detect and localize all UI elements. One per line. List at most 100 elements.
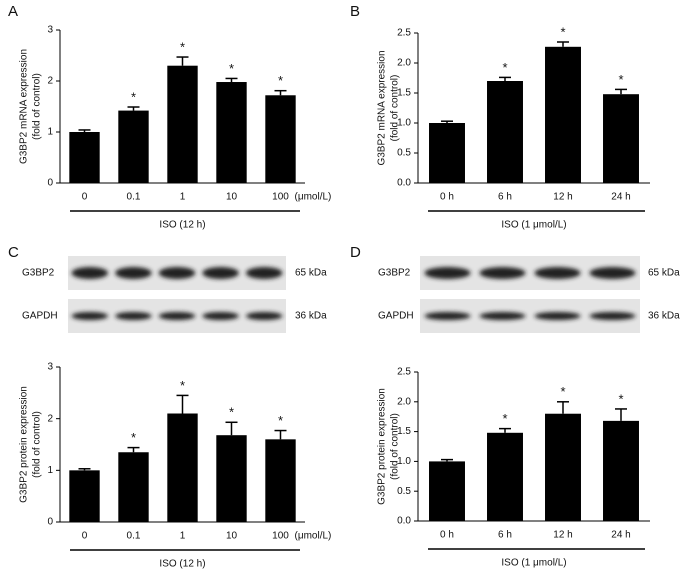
x-tick-label: 100 [272,192,289,203]
bar [167,65,198,183]
x-tick-label: 0 [82,531,88,542]
significance-mark: * [502,60,507,75]
blot-size: 65 kDa [648,268,680,279]
blot-name: GAPDH [22,311,58,322]
panel-label: C [8,244,19,261]
x-tick-label: 10 [226,192,238,203]
blot-band [245,312,283,320]
significance-mark: * [131,89,136,104]
blot-band [479,267,526,279]
blot-name: G3BP2 [22,268,55,279]
blot-size: 36 kDa [648,311,680,322]
significance-mark: * [618,72,623,87]
bar [118,110,149,183]
blot-band [589,312,636,320]
x-tick-label: 6 h [498,530,512,541]
y-tick-label: 2.5 [397,28,411,39]
x-tick-label: 1 [180,192,186,203]
x-tick-label: 0.1 [127,531,141,542]
y-tick-label: 3 [47,25,53,36]
y-tick-label: 1.5 [397,426,411,437]
significance-mark: * [229,61,234,76]
bar [167,413,198,522]
y-tick-label: 0.5 [397,486,411,497]
bar [603,420,639,521]
significance-mark: * [278,413,283,428]
panel-label: B [350,3,360,20]
blot-band [589,267,636,279]
bar [487,432,523,521]
bar [118,452,149,522]
significance-mark: * [131,430,136,445]
blot-band [71,267,109,279]
bar [429,123,465,183]
x-tick-label: 24 h [611,530,630,541]
significance-mark: * [278,73,283,88]
significance-mark: * [229,405,234,420]
x-tick-label: 0 [82,192,88,203]
y-tick-label: 3 [47,362,53,373]
blot-size: 65 kDa [295,268,327,279]
y-tick-label: 0.0 [397,516,411,527]
y-tick-label: 0.0 [397,178,411,189]
y-tick-label: 1 [47,127,53,138]
x-axis-label: ISO (12 h) [159,220,205,231]
bar [216,435,247,522]
y-axis-label: (fold of control) [390,75,401,142]
y-axis-label: G3BP2 protein expression [377,388,388,505]
blot-size: 36 kDa [295,311,327,322]
significance-mark: * [502,411,507,426]
significance-mark: * [560,384,565,399]
bar [545,413,581,521]
y-axis-label: (fold of control) [390,413,401,480]
y-tick-label: 2.0 [397,396,411,407]
bar [545,46,581,183]
bar [69,470,100,522]
panel-label: A [8,3,18,20]
blot-name: GAPDH [378,311,414,322]
x-tick-label: 0 h [440,530,454,541]
x-axis-label: ISO (1 μmol/L) [501,220,566,231]
y-tick-label: 0.5 [397,148,411,159]
x-tick-label: 10 [226,531,238,542]
unit-label: (μmol/L) [295,531,332,542]
blot-name: G3BP2 [378,268,411,279]
x-tick-label: 6 h [498,192,512,203]
unit-label: (μmol/L) [295,192,332,203]
blot-band [424,267,471,279]
y-tick-label: 2 [47,76,53,87]
bar [265,439,296,522]
blot-band [115,267,152,279]
x-axis-label: ISO (12 h) [159,559,205,570]
bar [69,132,100,183]
bar [265,95,296,183]
blot-band [534,267,581,279]
y-axis-label: (fold of control) [32,411,43,478]
y-tick-label: 1.0 [397,456,411,467]
y-tick-label: 0 [47,178,53,189]
significance-mark: * [180,39,185,54]
panel-label: D [350,244,361,261]
y-tick-label: 2.0 [397,58,411,69]
bar [216,82,247,183]
y-axis-label: G3BP2 mRNA expression [377,50,388,165]
x-tick-label: 0.1 [127,192,141,203]
blot-band [115,312,152,320]
x-tick-label: 12 h [553,530,572,541]
y-axis-label: G3BP2 protein expression [19,386,30,503]
y-axis-label: G3BP2 mRNA expression [19,49,30,164]
x-axis-label: ISO (1 μmol/L) [501,558,566,569]
blot-band [158,267,196,279]
y-tick-label: 0 [47,517,53,528]
bar [603,94,639,183]
significance-mark: * [618,391,623,406]
x-tick-label: 1 [180,531,186,542]
blot-band [202,267,239,279]
y-tick-label: 1.5 [397,88,411,99]
x-tick-label: 0 h [440,192,454,203]
blot-band [158,312,196,320]
blot-band [245,267,283,279]
significance-mark: * [180,378,185,393]
blot-band [202,312,239,320]
